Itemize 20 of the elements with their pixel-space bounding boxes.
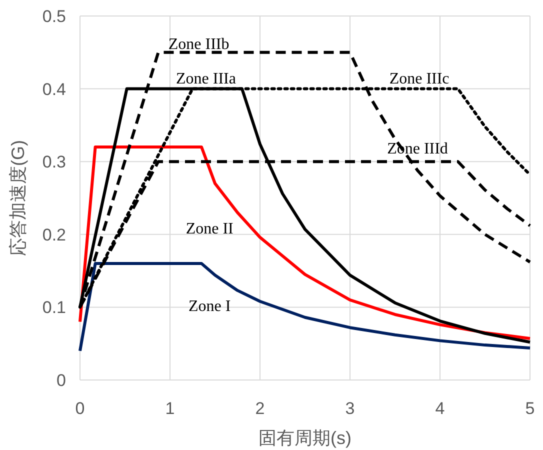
x-tick-label: 2 xyxy=(255,399,265,418)
y-tick-label: 0.3 xyxy=(42,152,66,172)
series-label: Zone IIId xyxy=(387,140,448,158)
x-tick-label: 4 xyxy=(435,399,445,418)
y-tick-label: 0 xyxy=(56,371,66,390)
x-tick-label: 3 xyxy=(345,399,355,418)
series-label: Zone IIIa xyxy=(176,70,236,88)
x-tick-label: 1 xyxy=(165,399,175,418)
x-tick-label: 0 xyxy=(75,399,85,418)
y-tick-label: 0.5 xyxy=(42,7,66,26)
x-tick-label: 5 xyxy=(525,399,535,418)
y-tick-label: 0.1 xyxy=(42,298,66,318)
y-axis-title: 応答加速度(G) xyxy=(8,140,28,256)
x-axis-title: 固有周期(s) xyxy=(258,428,352,448)
series-label: Zone II xyxy=(186,220,234,238)
series-label: Zone IIIc xyxy=(389,70,450,88)
y-tick-label: 0.4 xyxy=(42,80,66,99)
series-label: Zone I xyxy=(188,298,231,315)
series-label: Zone IIIb xyxy=(168,36,230,53)
y-tick-label: 0.2 xyxy=(42,225,66,244)
